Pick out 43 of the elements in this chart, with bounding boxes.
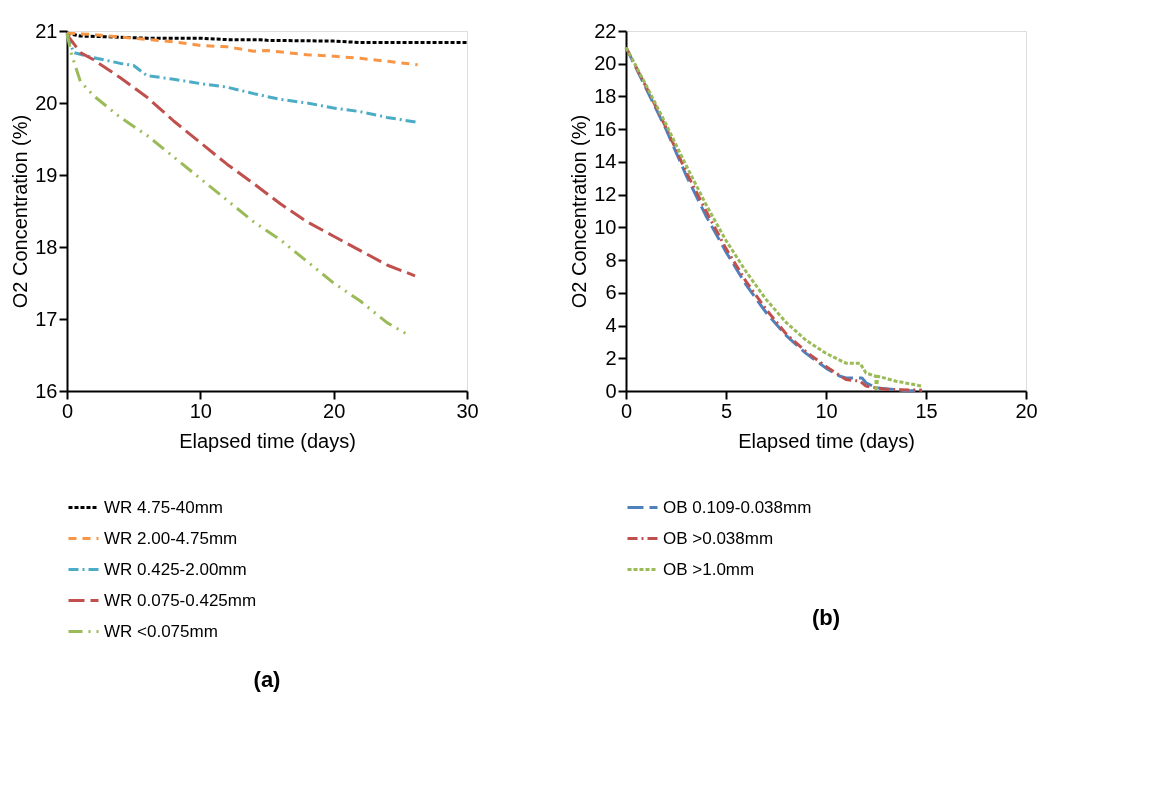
legend-label: WR <0.075mm	[104, 621, 218, 641]
y-tick-label: 18	[35, 235, 58, 258]
x-tick-label: 20	[323, 399, 346, 422]
y-tick-label: 2	[605, 346, 617, 369]
x-tick-label: 5	[720, 399, 733, 422]
y-tick-label: 14	[594, 150, 617, 173]
y-tick-label: 12	[594, 183, 617, 206]
y-tick-label: 19	[35, 163, 58, 186]
legend-label: OB >0.038mm	[663, 528, 774, 548]
y-tick-label: 0	[605, 379, 617, 402]
line-series	[65, 31, 408, 335]
text: (a)	[253, 667, 281, 692]
y-tick-label: 21	[35, 19, 58, 42]
y-tick-label: 8	[605, 248, 617, 271]
x-tick-label: 20	[1015, 399, 1038, 422]
y-tick-label: 20	[594, 52, 617, 75]
y-tick-label: 18	[594, 84, 617, 107]
y-tick-label: 10	[594, 215, 617, 238]
x-tick-label: 15	[915, 399, 938, 422]
x-axis-title: Elapsed time (days)	[179, 429, 356, 452]
legend-label: OB >1.0mm	[663, 559, 755, 579]
x-tick-label: 0	[61, 399, 74, 422]
line-series	[65, 31, 420, 67]
y-axis-title: O2 Concentration (%)	[568, 114, 591, 309]
y-tick-label: 16	[594, 117, 617, 140]
y-axis-title: O2 Concentration (%)	[9, 114, 32, 309]
legend-label: WR 0.075-0.425mm	[104, 590, 257, 610]
y-tick-label: 4	[605, 314, 617, 337]
legend-label: WR 0.425-2.00mm	[104, 559, 247, 579]
x-tick-label: 0	[620, 399, 633, 422]
y-tick-label: 6	[605, 281, 617, 304]
x-tick-label: 10	[815, 399, 838, 422]
x-axis-title: Elapsed time (days)	[738, 429, 915, 452]
x-tick-label: 10	[189, 399, 212, 422]
legend-label: WR 4.75-40mm	[104, 497, 224, 517]
y-tick-label: 20	[35, 91, 58, 114]
y-tick-label: 16	[35, 379, 58, 402]
x-tick-label: 30	[456, 399, 479, 422]
y-tick-label: 17	[35, 307, 58, 330]
legend-label: OB 0.109-0.038mm	[663, 497, 812, 517]
y-tick-label: 22	[594, 19, 617, 42]
legend-label: WR 2.00-4.75mm	[104, 528, 238, 548]
text: (b)	[811, 605, 841, 630]
